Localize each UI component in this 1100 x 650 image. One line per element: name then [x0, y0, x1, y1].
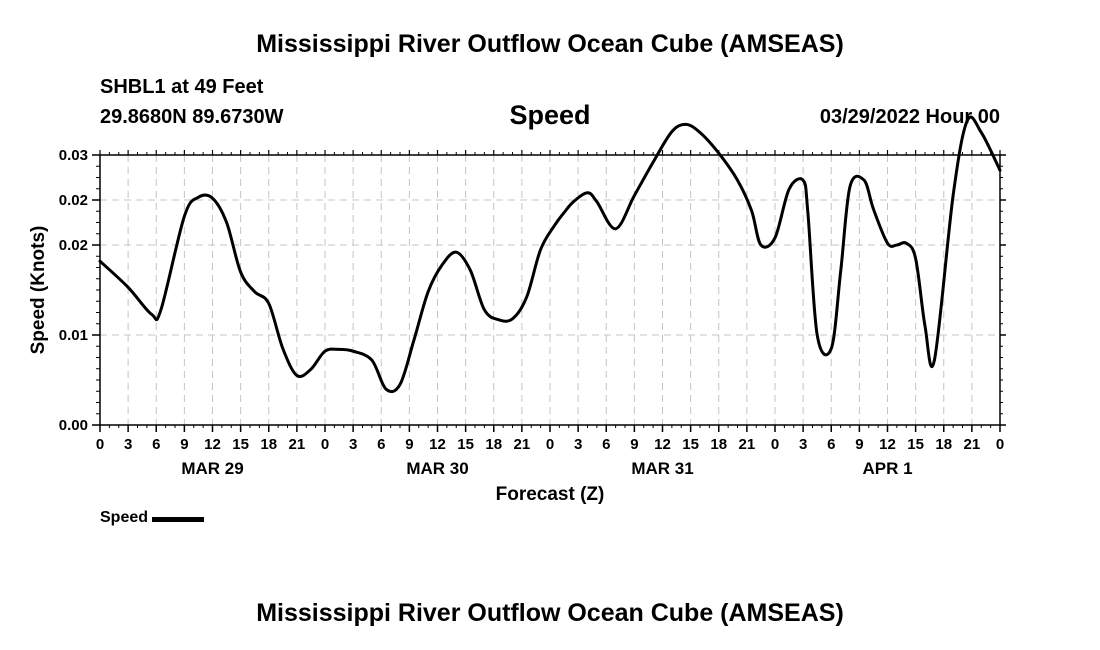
x-tick-label: 15	[907, 436, 924, 453]
y-tick-label: 0.02	[59, 237, 88, 254]
chart-title: Mississippi River Outflow Ocean Cube (AM…	[256, 30, 844, 58]
legend: Speed	[100, 509, 205, 527]
y-tick-label: 0.02	[59, 192, 88, 209]
date-label: MAR 29	[181, 459, 243, 478]
date-label: MAR 30	[406, 459, 468, 478]
x-tick-label: 21	[289, 436, 306, 453]
date-label: APR 1	[862, 459, 912, 478]
x-tick-label: 12	[879, 436, 896, 453]
forecast-datetime: 03/29/2022 Hour 00	[819, 106, 1000, 128]
x-tick-label: 21	[514, 436, 531, 453]
x-tick-label: 15	[457, 436, 474, 453]
variable-title: Speed	[509, 100, 591, 130]
x-tick-label: 0	[996, 436, 1004, 453]
x-tick-label: 3	[574, 436, 582, 453]
x-tick-label: 9	[405, 436, 413, 453]
y-tick-label: 0.00	[59, 417, 88, 434]
x-tick-label: 3	[799, 436, 807, 453]
x-tick-label: 6	[152, 436, 160, 453]
x-tick-label: 6	[602, 436, 610, 453]
x-tick-label: 15	[682, 436, 699, 453]
footer-title: Mississippi River Outflow Ocean Cube (AM…	[256, 599, 844, 627]
legend-label: Speed	[100, 509, 149, 526]
y-tick-label: 0.03	[59, 147, 88, 164]
x-tick-label: 21	[739, 436, 756, 453]
x-tick-label: 3	[124, 436, 132, 453]
x-tick-label: 0	[321, 436, 329, 453]
x-tick-label: 15	[232, 436, 249, 453]
x-tick-label: 9	[855, 436, 863, 453]
x-tick-label: 18	[485, 436, 502, 453]
x-tick-label: 18	[710, 436, 727, 453]
station-label: SHBL1 at 49 Feet	[100, 76, 264, 98]
x-tick-label: 0	[771, 436, 779, 453]
x-tick-label: 18	[260, 436, 277, 453]
x-tick-label: 6	[377, 436, 385, 453]
axis-labels: 0 3 6 9 12 15 18 21 0 3 6 9 12 15 18 21 0 3 6 9 12 15 18 21 0 3 6 9…	[59, 147, 1004, 478]
y-axis-title: Speed (Knots)	[28, 226, 49, 355]
x-tick-label: 3	[349, 436, 357, 453]
x-tick-label: 12	[429, 436, 446, 453]
coordinates-label: 29.8680N 89.6730W	[100, 106, 284, 128]
x-tick-label: 0	[96, 436, 104, 453]
x-tick-label: 18	[935, 436, 952, 453]
x-tick-label: 12	[204, 436, 221, 453]
grid	[100, 155, 1000, 425]
x-tick-label: 21	[964, 436, 981, 453]
date-label: MAR 31	[631, 459, 693, 478]
legend-swatch	[152, 516, 205, 522]
x-tick-label: 9	[180, 436, 188, 453]
x-tick-label: 9	[630, 436, 638, 453]
y-tick-label: 0.01	[59, 327, 88, 344]
x-tick-label: 6	[827, 436, 835, 453]
series-line-speed	[98, 115, 1002, 394]
x-axis-title: Forecast (Z)	[496, 484, 605, 505]
x-tick-label: 0	[546, 436, 554, 453]
x-tick-label: 12	[654, 436, 671, 453]
axis-ticks	[92, 150, 1006, 432]
series-layer	[98, 115, 1002, 394]
